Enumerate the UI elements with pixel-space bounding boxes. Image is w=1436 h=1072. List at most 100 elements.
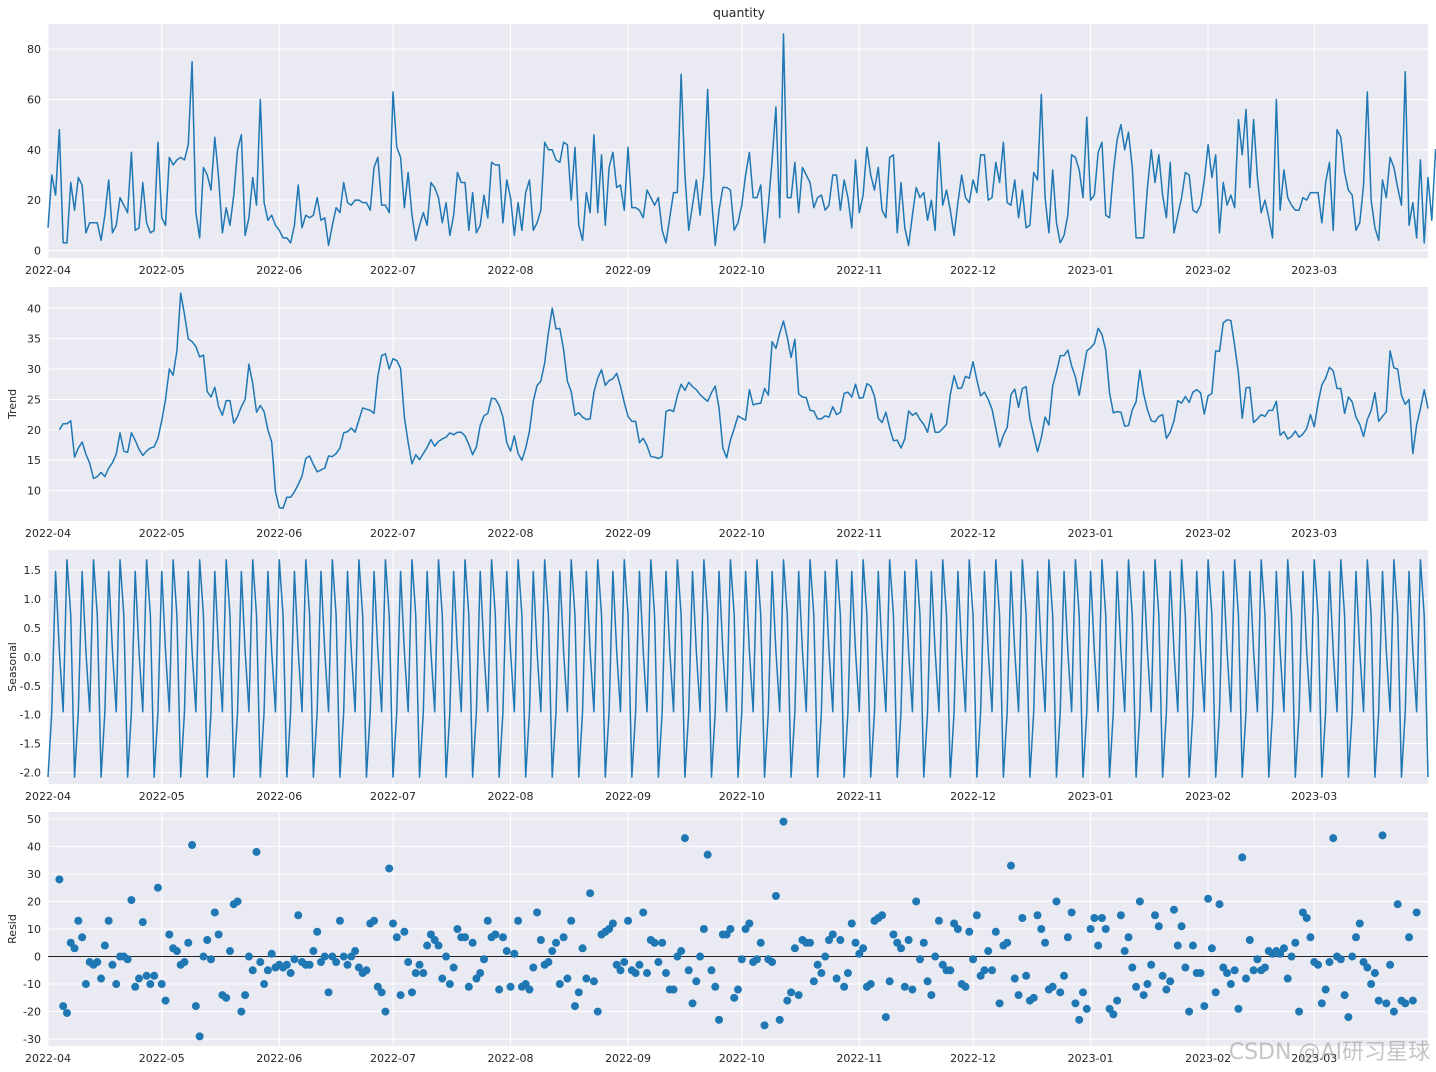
- resid-point: [210, 908, 219, 917]
- resid-point: [1351, 933, 1360, 942]
- resid-point: [1245, 936, 1254, 945]
- resid-point: [479, 955, 488, 964]
- resid-point: [813, 960, 822, 969]
- resid-point: [745, 919, 754, 928]
- resid-point: [1291, 938, 1300, 947]
- resid-point: [1196, 969, 1205, 978]
- resid-point: [1325, 958, 1334, 967]
- resid-point: [900, 982, 909, 991]
- resid-point: [1158, 971, 1167, 980]
- resid-point: [904, 936, 913, 945]
- resid-point: [260, 980, 269, 989]
- resid-point: [1382, 999, 1391, 1008]
- resid-point: [734, 985, 742, 994]
- x-tick-label: 2022-06: [256, 1052, 302, 1065]
- x-tick-label: 2022-10: [719, 1052, 765, 1065]
- x-tick-label: 2023-02: [1185, 790, 1231, 803]
- resid-point: [995, 999, 1004, 1008]
- resid-point: [112, 980, 121, 989]
- resid-point: [1029, 993, 1038, 1002]
- x-tick-label: 2023-03: [1291, 1052, 1337, 1065]
- resid-point: [241, 991, 250, 1000]
- y-tick-label: 25: [27, 393, 41, 406]
- y-tick-label: 1.0: [24, 593, 42, 606]
- resid-point: [445, 980, 454, 989]
- resid-point: [574, 988, 583, 997]
- resid-point: [1116, 911, 1125, 920]
- resid-point: [536, 936, 545, 945]
- resid-point: [453, 925, 462, 933]
- panel-quantity: quantity 2022-04 2022-05 2022-06 2022-07 202…: [25, 5, 1436, 277]
- resid-point: [1211, 988, 1220, 997]
- x-tick-label: 2023-03: [1291, 527, 1337, 540]
- resid-point: [127, 896, 136, 905]
- resid-point: [256, 958, 265, 967]
- resid-point: [889, 930, 898, 939]
- resid-point: [878, 911, 887, 920]
- resid-point: [70, 944, 79, 953]
- resid-point: [244, 952, 253, 961]
- resid-point: [1079, 988, 1087, 997]
- resid-point: [449, 963, 458, 972]
- resid-point: [643, 969, 652, 978]
- x-tick-label: 2022-07: [370, 1052, 416, 1065]
- x-tick-label: 2023-01: [1068, 264, 1114, 277]
- resid-point: [78, 933, 87, 942]
- resid-point: [570, 1002, 579, 1011]
- resid-point: [828, 930, 837, 939]
- y-axis-label: Seasonal: [6, 642, 19, 692]
- resid-point: [1302, 913, 1311, 922]
- resid-point: [1226, 980, 1235, 989]
- resid-point: [415, 960, 424, 969]
- resid-point: [411, 969, 420, 978]
- resid-point: [233, 897, 242, 906]
- resid-point: [984, 947, 993, 956]
- resid-point: [1378, 831, 1387, 840]
- resid-point: [908, 985, 917, 994]
- resid-point: [1242, 974, 1251, 983]
- resid-point: [483, 916, 492, 925]
- resid-point: [1006, 861, 1015, 870]
- y-tick-label: 80: [27, 43, 41, 56]
- resid-point: [161, 996, 170, 1005]
- resid-point: [836, 936, 845, 945]
- resid-point: [832, 974, 841, 983]
- resid-point: [1086, 925, 1095, 933]
- resid-point: [55, 875, 64, 884]
- resid-point: [81, 980, 90, 989]
- resid-point: [180, 958, 189, 967]
- resid-point: [207, 955, 216, 964]
- resid-point: [305, 960, 314, 969]
- resid-point: [589, 977, 598, 986]
- resid-point: [442, 952, 451, 961]
- resid-point: [779, 817, 788, 826]
- resid-point: [214, 930, 223, 939]
- resid-point: [1306, 933, 1315, 942]
- resid-point: [866, 980, 875, 989]
- x-tick-label: 2022-07: [370, 527, 416, 540]
- resid-point: [707, 966, 716, 975]
- resid-point: [771, 891, 780, 900]
- y-tick-label: 30: [27, 363, 41, 376]
- resid-point: [188, 841, 197, 850]
- resid-point: [498, 933, 507, 942]
- resid-point: [1120, 947, 1129, 956]
- resid-point: [680, 834, 689, 843]
- resid-point: [1223, 969, 1232, 978]
- resid-point: [195, 1032, 204, 1041]
- resid-point: [385, 864, 394, 873]
- resid-point: [927, 991, 936, 1000]
- resid-point: [104, 916, 113, 925]
- resid-point: [1188, 941, 1197, 950]
- resid-point: [153, 883, 162, 892]
- resid-point: [1101, 925, 1110, 933]
- x-tick-label: 2022-04: [25, 1052, 71, 1065]
- resid-point: [851, 938, 860, 947]
- resid-point: [586, 889, 595, 898]
- resid-point: [650, 938, 659, 947]
- resid-point: [620, 958, 629, 967]
- y-tick-label: -2.0: [20, 766, 41, 779]
- plot-area: [48, 24, 1428, 258]
- resid-point: [1287, 952, 1296, 961]
- resid-point: [809, 977, 818, 986]
